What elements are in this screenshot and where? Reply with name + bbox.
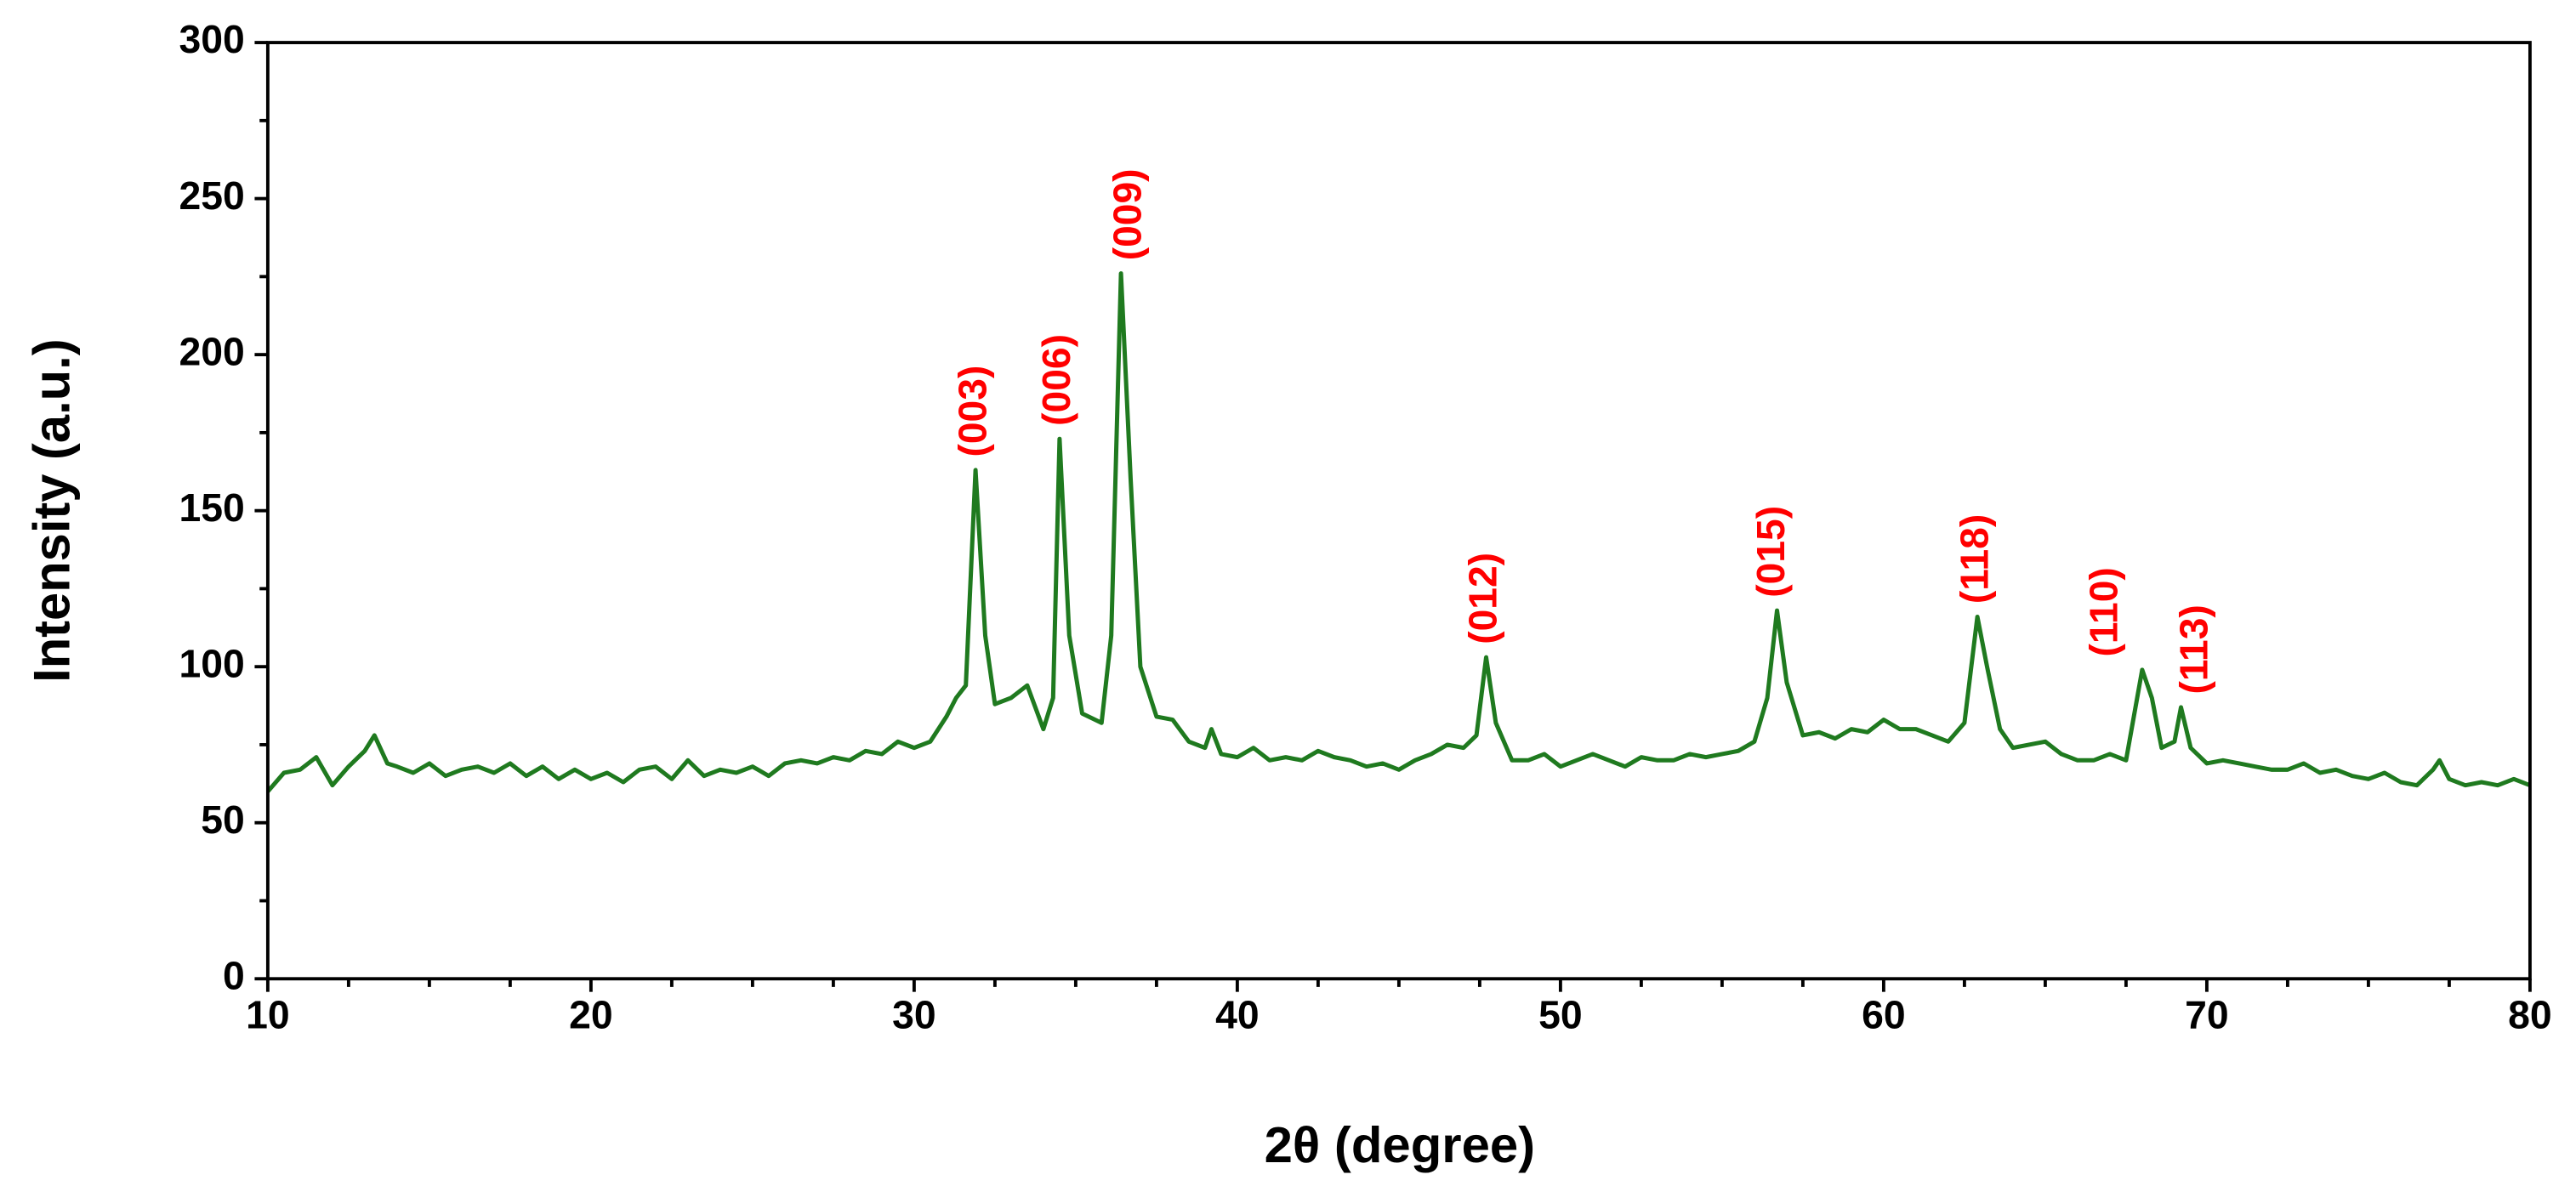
peak-label: (110) — [2081, 567, 2125, 656]
x-tick-label: 80 — [2508, 993, 2552, 1037]
x-tick-label: 60 — [1862, 993, 1906, 1037]
y-tick-label: 300 — [179, 17, 244, 61]
y-tick-label: 50 — [201, 797, 245, 842]
x-axis-label: 2θ (degree) — [1265, 1116, 1535, 1173]
peak-label: (113) — [2172, 604, 2216, 694]
peak-label: (012) — [1461, 553, 1505, 644]
y-axis-label: Intensity (a.u.) — [23, 338, 80, 682]
y-tick-label: 100 — [179, 641, 244, 685]
x-tick-label: 50 — [1538, 993, 1583, 1037]
peak-label: (003) — [950, 366, 994, 457]
peak-label: (118) — [1952, 514, 1996, 604]
x-tick-label: 30 — [892, 993, 936, 1037]
x-tick-label: 70 — [2185, 993, 2229, 1037]
x-tick-label: 40 — [1215, 993, 1260, 1037]
peak-label: (009) — [1106, 168, 1150, 260]
plot-frame — [265, 41, 2532, 981]
y-tick-label: 0 — [223, 954, 245, 998]
y-tick-label: 200 — [179, 329, 244, 373]
peak-label: (006) — [1034, 334, 1078, 426]
x-tick-label: 20 — [569, 993, 613, 1037]
y-tick-label: 250 — [179, 173, 244, 218]
y-tick-label: 150 — [179, 485, 244, 530]
data-line — [265, 271, 2531, 793]
x-tick-label: 10 — [246, 993, 290, 1037]
peak-label: (015) — [1749, 506, 1793, 598]
